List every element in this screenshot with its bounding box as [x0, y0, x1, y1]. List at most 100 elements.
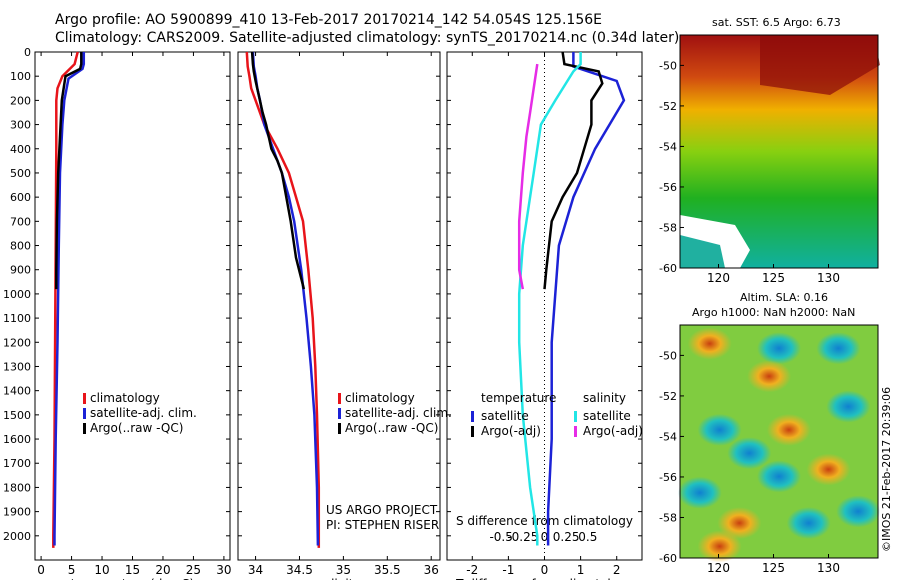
series-line-satellite-adj-clim- [251, 51, 320, 546]
sla-map-title-2: Argo h1000: NaN h2000: NaN [692, 306, 856, 319]
x-tick-label: 30 [216, 563, 231, 577]
y-tick-label: 1800 [3, 481, 31, 494]
project-line-2: PI: STEPHEN RISER [326, 518, 439, 532]
legend-label: climatology [345, 391, 415, 405]
legend-swatch [471, 411, 474, 422]
s-diff-tick-label: -0.5 [489, 530, 512, 544]
legend-label: Argo(..raw -QC) [345, 421, 438, 435]
legend-swatch [338, 393, 341, 404]
y-tick-label: 1900 [3, 506, 31, 519]
sla-map-negative-anomaly [816, 332, 861, 365]
sla-map-positive-anomaly [717, 507, 762, 540]
legend-label: Argo(..raw -QC) [90, 421, 183, 435]
sla-map-positive-anomaly [806, 453, 851, 486]
x-axis-label: T difference from climatology [455, 577, 633, 580]
y-tick-label: 800 [10, 240, 31, 253]
y-tick-label: 600 [10, 191, 31, 204]
legend-salinity-head: salinity [583, 391, 626, 405]
series-line-satellite-adj-clim- [53, 52, 86, 546]
project-line-1: US ARGO PROJECT [326, 503, 438, 517]
sla-map-negative-anomaly [836, 495, 881, 528]
sst-map-x-tick-label: 130 [817, 271, 840, 285]
x-axis-label: salinity [317, 577, 360, 580]
y-tick-label: 400 [10, 143, 31, 156]
x-tick-label: 34.5 [286, 563, 313, 577]
plot-frame-0 [34, 51, 231, 561]
x-tick-label: 10 [94, 563, 109, 577]
series-line-argo-raw-qc- [55, 52, 83, 290]
sla-map-x-tick-label: 125 [762, 561, 785, 575]
x-tick-label: -2 [466, 563, 478, 577]
y-tick-label: 1100 [3, 312, 31, 325]
legend-label: climatology [90, 391, 160, 405]
legend-label: Argo(-adj) [583, 424, 643, 438]
sla-map-y-tick-label: -50 [659, 349, 677, 362]
sla-map-positive-anomaly [697, 530, 742, 563]
sst-map-x-tick-label: 120 [707, 271, 730, 285]
legend-swatch [83, 423, 86, 434]
x-tick-label: 34 [248, 563, 263, 577]
x-axis-label: temperature (deg C) [71, 577, 194, 580]
series-line-salinity-satellite [517, 52, 582, 546]
sst-map-y-tick-label: -54 [659, 140, 677, 153]
header-line-2: Climatology: CARS2009. Satellite-adjuste… [55, 30, 680, 46]
sla-map-title-1: Altim. SLA: 0.16 [740, 291, 829, 304]
y-tick-label: 1400 [3, 385, 31, 398]
series-line-argo-raw-qc- [250, 51, 306, 290]
x-tick-label: 35.5 [374, 563, 401, 577]
x-tick-label: 0 [37, 563, 45, 577]
sst-map-y-tick-label: -60 [659, 262, 677, 275]
legend-label: satellite-adj. clim. [90, 406, 197, 420]
sla-map-positive-anomaly [766, 413, 811, 446]
sla-map-positive-anomaly [747, 360, 792, 393]
legend-swatch [83, 393, 86, 404]
legend-swatch [338, 408, 341, 419]
series-line-salinity-argo-adj- [517, 63, 539, 290]
s-diff-tick-label: 0.5 [578, 530, 597, 544]
s-diff-tick-label: -0.25 [507, 530, 538, 544]
legend-label: satellite [481, 409, 529, 423]
y-tick-label: 700 [10, 215, 31, 228]
x-tick-label: 36 [424, 563, 439, 577]
sla-map-negative-anomaly [826, 390, 871, 423]
x-tick-label: 5 [68, 563, 76, 577]
legend-temperature-head: temperature [481, 391, 556, 405]
sst-map-y-tick-label: -58 [659, 221, 677, 234]
sst-map-title: sat. SST: 6.5 Argo: 6.73 [712, 16, 841, 29]
imos-timestamp: ©IMOS 21-Feb-2017 20:39:06 [880, 386, 893, 552]
y-tick-label: 1600 [3, 433, 31, 446]
series-line-temperature-argo-adj- [543, 51, 604, 290]
sla-map-y-tick-label: -60 [659, 552, 677, 565]
y-tick-label: 100 [10, 70, 31, 83]
y-tick-label: 500 [10, 167, 31, 180]
sla-map-positive-anomaly [687, 327, 732, 360]
x-tick-label: 20 [155, 563, 170, 577]
sst-map-y-tick-label: -52 [659, 100, 677, 113]
legend-swatch [83, 408, 86, 419]
sla-map-negative-anomaly [677, 476, 722, 509]
legend-swatch [574, 411, 577, 422]
series-line-climatology [245, 51, 321, 548]
y-tick-label: 1200 [3, 336, 31, 349]
x-tick-label: 1 [577, 563, 585, 577]
x-tick-label: 2 [613, 563, 621, 577]
y-tick-label: 1300 [3, 360, 31, 373]
legend-swatch [471, 426, 474, 437]
y-tick-label: 300 [10, 119, 31, 132]
s-diff-tick-label: 0 [541, 530, 549, 544]
x-tick-label: 25 [186, 563, 201, 577]
sla-map-frame [679, 324, 879, 559]
sst-map-warm-patch [680, 35, 880, 95]
sla-map-negative-anomaly [757, 460, 801, 493]
sla-map-y-tick-label: -54 [659, 430, 677, 443]
series-line-temperature-satellite [546, 52, 626, 546]
sla-map-y-tick-label: -52 [659, 390, 677, 403]
y-tick-label: 900 [10, 264, 31, 277]
y-tick-label: 1000 [3, 288, 31, 301]
s-diff-tick-label: 0.25 [553, 530, 580, 544]
sst-map-x-tick-label: 125 [762, 271, 785, 285]
x-tick-label: 15 [125, 563, 140, 577]
x-tick-label: 35 [336, 563, 351, 577]
legend-label: Argo(-adj) [481, 424, 541, 438]
